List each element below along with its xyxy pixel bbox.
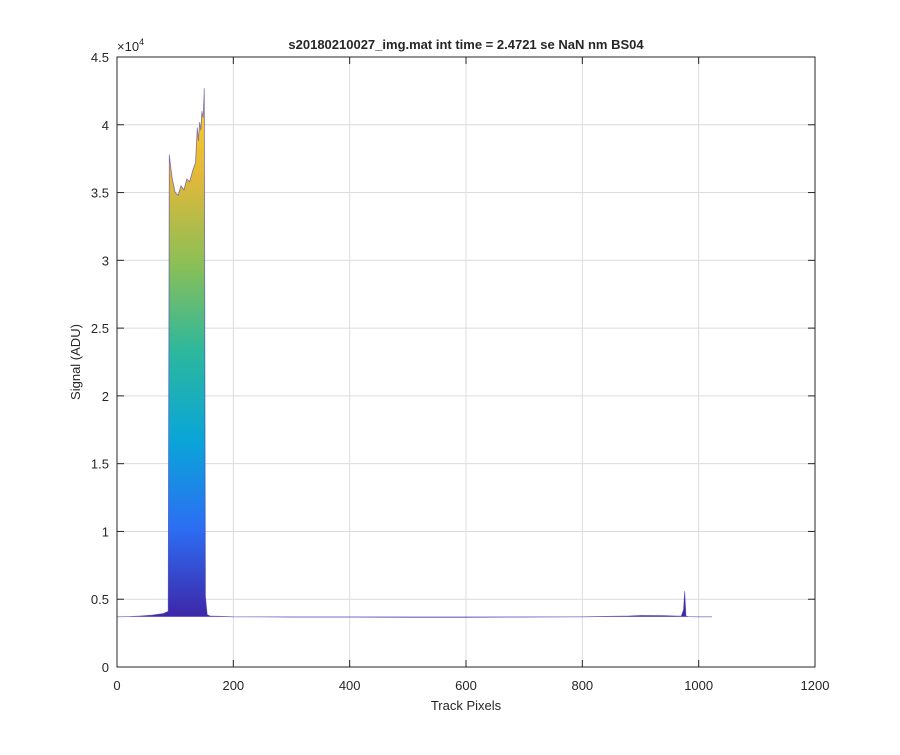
x-tick-label: 0	[113, 678, 120, 693]
x-axis: 0 200 400 600 800 1000 1200	[113, 57, 829, 693]
y-axis: 0 0.5 1 1.5 2 2.5 3 3.5 4 4.5	[91, 50, 815, 675]
signal-line	[116, 88, 712, 618]
y-exponent-power: 4	[139, 37, 144, 47]
y-exponent: ×104	[117, 37, 144, 54]
data-area	[116, 88, 712, 618]
chart-title: s20180210027_img.mat int time = 2.4721 s…	[288, 37, 644, 52]
grid	[117, 57, 815, 667]
x-tick-label: 1000	[684, 678, 713, 693]
y-tick-label: 2.5	[91, 321, 109, 336]
x-tick-label: 800	[571, 678, 593, 693]
y-tick-label: 0	[102, 660, 109, 675]
y-tick-label: 4	[102, 118, 109, 133]
x-tick-label: 600	[455, 678, 477, 693]
y-axis-label: Signal (ADU)	[68, 324, 83, 400]
y-tick-label: 3.5	[91, 186, 109, 201]
x-tick-label: 400	[339, 678, 361, 693]
y-tick-label: 1.5	[91, 457, 109, 472]
x-tick-label: 1200	[801, 678, 830, 693]
signal-area	[117, 88, 712, 618]
y-tick-label: 3	[102, 253, 109, 268]
y-tick-label: 0.5	[91, 592, 109, 607]
y-tick-label: 1	[102, 524, 109, 539]
y-exponent-base: ×10	[117, 39, 139, 54]
x-tick-label: 200	[222, 678, 244, 693]
x-axis-label: Track Pixels	[431, 698, 502, 713]
y-tick-label: 4.5	[91, 50, 109, 65]
y-tick-label: 2	[102, 389, 109, 404]
